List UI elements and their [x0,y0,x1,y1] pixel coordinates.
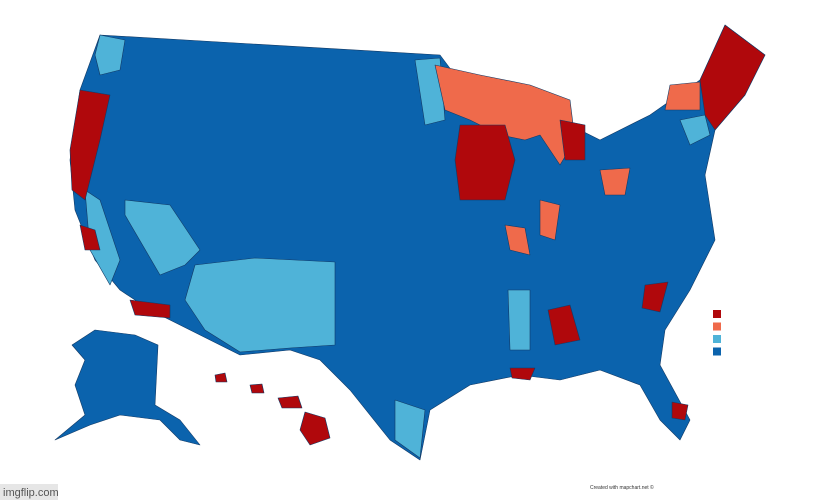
region-los-angeles [129,299,171,319]
region-south-texas [394,399,426,459]
hawaii-kauai [214,372,228,383]
watermark: imgflip.com [3,487,59,499]
hawaii-maui [277,395,303,409]
region-new-england [699,24,766,131]
region-ohio [599,167,631,196]
legend-swatch [713,322,721,331]
region-southwest [184,257,336,353]
hawaii-oahu [249,383,265,394]
region-indiana [539,199,561,241]
region-pacific-nw [94,34,126,76]
legend-swatch [713,347,721,356]
region-nevada [124,199,201,276]
region-mississippi [507,289,531,351]
credit: Created with mapchart.net © [590,484,654,491]
region-carolina [641,281,669,313]
alaska [54,329,201,446]
region-michigan [559,119,586,161]
legend-swatch [713,335,721,343]
hawaii-big-island [299,411,331,446]
region-upper-midwest [434,64,576,166]
legend [713,310,721,356]
watermark-bg [0,484,58,500]
region-missouri [504,224,531,256]
region-northeast [679,114,711,146]
region-louisiana [509,367,536,381]
region-bay-area [79,224,101,251]
region-new-york [664,81,701,111]
region-georgia [547,304,581,346]
region-illinois [454,124,516,201]
region-west-coast [69,89,111,201]
legend-swatch [713,310,721,318]
region-florida [671,401,689,421]
